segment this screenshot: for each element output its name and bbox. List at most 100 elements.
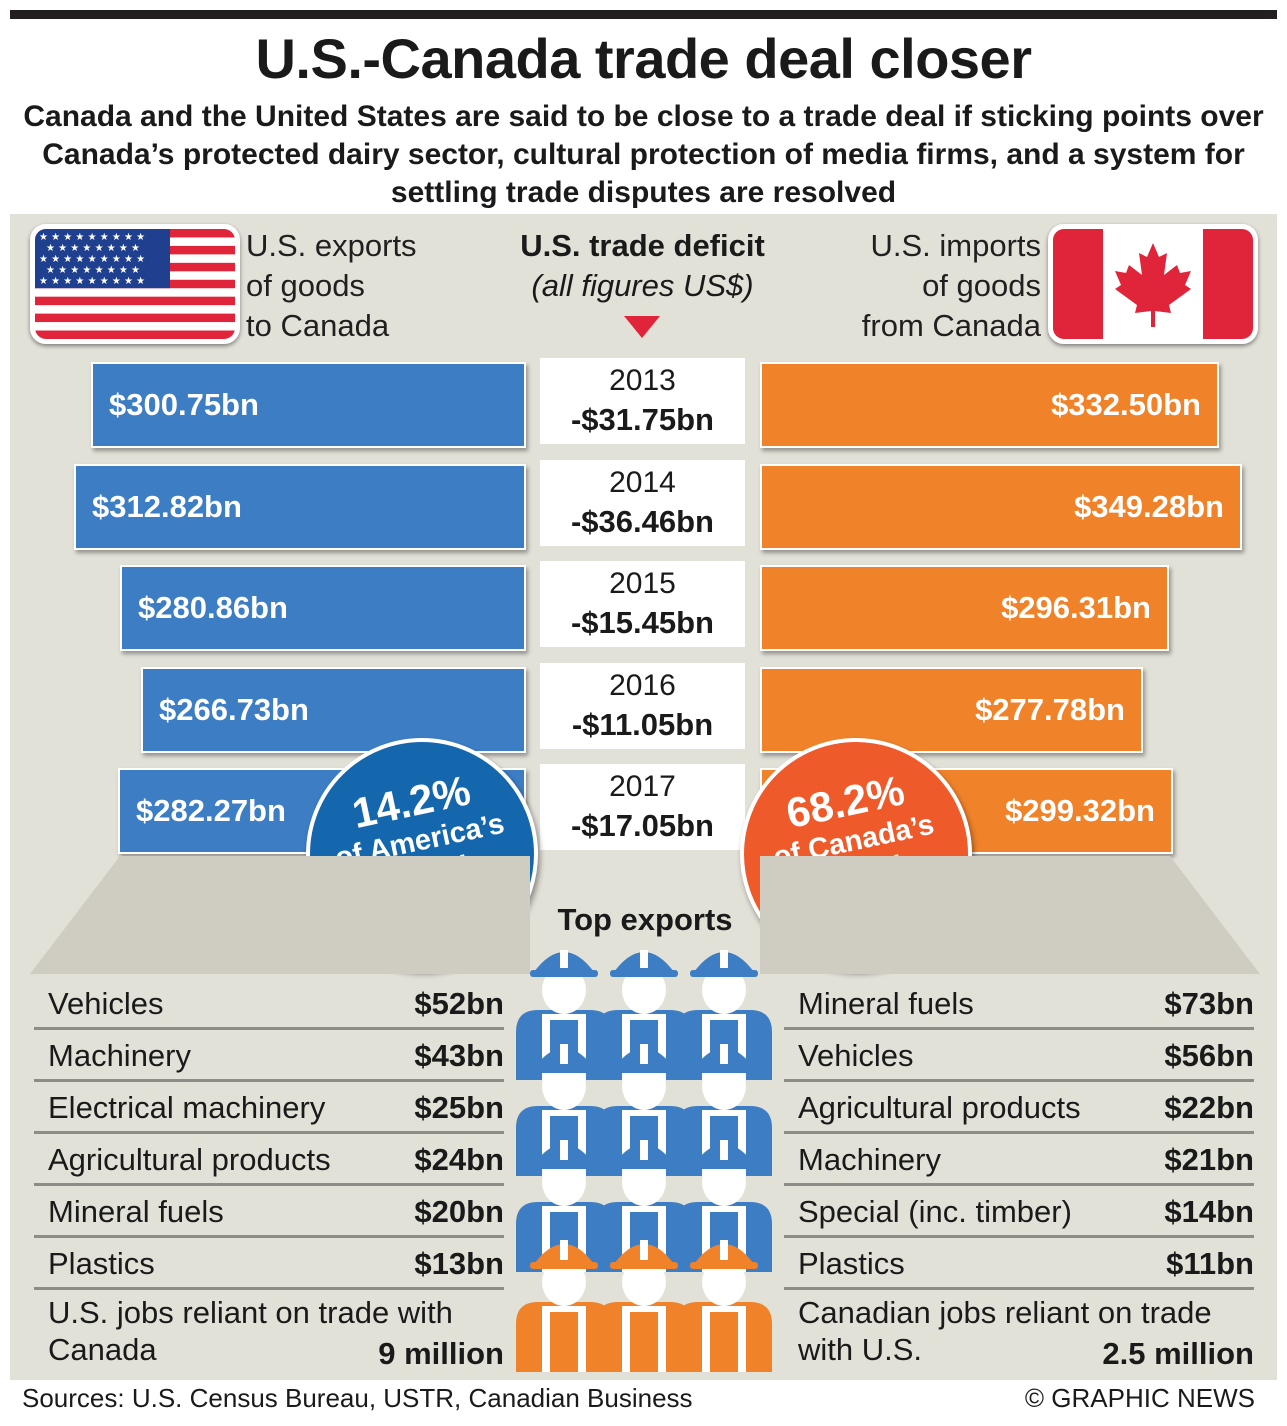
us-export-bar-label: $282.27bn <box>136 793 286 828</box>
infographic-title: U.S.-Canada trade deal closer <box>255 27 1032 90</box>
us-export-row: Electrical machinery $25bn <box>34 1082 504 1134</box>
us-export-row: Machinery $43bn <box>34 1030 504 1082</box>
deficit-value: -$15.45bn <box>570 605 714 640</box>
us-export-bar-label: $266.73bn <box>159 692 309 727</box>
us-export-value: $52bn <box>414 986 504 1021</box>
ca-jobs-text: Canadian jobs reliant on trade with U.S. <box>798 1295 1212 1367</box>
sources: Sources: U.S. Census Bureau, USTR, Canad… <box>22 1383 693 1413</box>
ca-export-value: $14bn <box>1164 1194 1254 1229</box>
deficit-title: U.S. trade deficit <box>520 228 765 263</box>
us-export-value: $24bn <box>414 1142 504 1177</box>
deficit-value: -$11.05bn <box>571 707 714 742</box>
hardhat-worker-icon <box>516 1240 612 1372</box>
us-export-row: Vehicles $52bn <box>34 978 504 1030</box>
year-label: 2017 <box>609 770 676 803</box>
us-export-value: $25bn <box>414 1090 504 1125</box>
ca-import-bar: $277.78bn <box>760 667 1143 753</box>
ca-export-row: Vehicles $56bn <box>784 1030 1254 1082</box>
infographic-subtitle: Canada and the United States are said to… <box>23 100 1264 209</box>
us-export-name: Machinery <box>48 1038 191 1073</box>
credit: © GRAPHIC NEWS <box>1024 1383 1255 1413</box>
us-exports-table: Vehicles $52bn Machinery $43bn Electrical ma… <box>34 978 504 1376</box>
us-export-bar-label: $280.86bn <box>138 590 288 625</box>
ca-import-bar-label: $299.32bn <box>1005 793 1155 828</box>
ca-import-bar: $349.28bn <box>760 464 1242 550</box>
deficit-header: U.S. trade deficit (all figures US$) <box>470 226 815 306</box>
ca-export-name: Plastics <box>798 1246 905 1281</box>
hardhat-worker-icon <box>676 1240 772 1372</box>
us-jobs-text: U.S. jobs reliant on trade with Canada <box>48 1295 453 1367</box>
deficit-year-cell: 2017 -$17.05bn <box>540 764 745 850</box>
svg-text:★ ★ ★ ★ ★ ★ ★ ★ ★: ★ ★ ★ ★ ★ ★ ★ ★ ★ <box>39 254 145 265</box>
us-export-bar: $266.73bn <box>141 667 526 753</box>
ca-import-bar: $332.50bn <box>760 362 1219 448</box>
ca-export-row: Mineral fuels $73bn <box>784 978 1254 1030</box>
us-export-bar: $300.75bn <box>91 362 526 448</box>
deficit-value: -$31.75bn <box>570 402 714 437</box>
ca-import-bar-label: $349.28bn <box>1074 489 1224 524</box>
top-rule <box>10 10 1277 19</box>
top-exports-label: Top exports <box>557 902 733 937</box>
ca-export-name: Machinery <box>798 1142 941 1177</box>
deficit-year-cell: 2015 -$15.45bn <box>540 561 745 647</box>
canada-flag-icon <box>1048 224 1258 344</box>
deficit-note: (all figures US$) <box>531 268 754 303</box>
ca-export-value: $22bn <box>1164 1090 1254 1125</box>
ca-import-bar-label: $332.50bn <box>1051 387 1201 422</box>
us-export-value: $20bn <box>414 1194 504 1229</box>
year-label: 2014 <box>609 466 676 499</box>
us-export-bar-label: $300.75bn <box>109 387 259 422</box>
down-triangle-icon <box>624 316 660 338</box>
us-exports-header: U.S. exports of goods to Canada <box>246 228 417 343</box>
svg-text:★ ★ ★ ★ ★ ★ ★ ★ ★: ★ ★ ★ ★ ★ ★ ★ ★ ★ <box>39 276 145 287</box>
deficit-value: -$36.46bn <box>570 504 714 539</box>
us-export-name: Electrical machinery <box>48 1090 326 1125</box>
ca-export-name: Mineral fuels <box>798 986 974 1021</box>
year-label: 2016 <box>609 669 676 702</box>
ca-export-row: Machinery $21bn <box>784 1134 1254 1186</box>
ca-import-bar: $296.31bn <box>760 565 1169 651</box>
ca-imports-header: U.S. imports of goods from Canada <box>861 228 1041 343</box>
us-export-row: Mineral fuels $20bn <box>34 1186 504 1238</box>
ca-export-value: $21bn <box>1164 1142 1254 1177</box>
ca-export-value: $11bn <box>1166 1246 1254 1281</box>
ca-export-value: $73bn <box>1164 986 1254 1021</box>
ca-connector <box>760 856 1260 974</box>
us-export-bar: $312.82bn <box>74 464 526 550</box>
us-export-name: Vehicles <box>48 986 164 1021</box>
ca-export-name: Agricultural products <box>798 1090 1081 1125</box>
ca-jobs-value: 2.5 million <box>1102 1336 1254 1371</box>
ca-import-bar-label: $296.31bn <box>1001 590 1151 625</box>
svg-text:★ ★ ★ ★ ★ ★ ★ ★ ★: ★ ★ ★ ★ ★ ★ ★ ★ ★ <box>39 232 145 243</box>
ca-exports-table: Mineral fuels $73bn Vehicles $56bn Agricultu… <box>784 978 1254 1376</box>
ca-export-name: Special (inc. timber) <box>798 1194 1072 1229</box>
ca-export-row: Agricultural products $22bn <box>784 1082 1254 1134</box>
deficit-year-cell: 2013 -$31.75bn <box>540 358 745 444</box>
year-label: 2015 <box>609 567 676 600</box>
us-jobs-value: 9 million <box>378 1336 504 1371</box>
us-export-bar-label: $312.82bn <box>92 489 242 524</box>
us-export-value: $43bn <box>414 1038 504 1073</box>
ca-export-row: Plastics $11bn <box>784 1238 1254 1290</box>
us-flag-icon: ★ ★ ★ ★ ★ ★ ★ ★ ★ ★ ★ ★ ★ ★ ★ ★ ★ ★ ★ ★ … <box>30 224 240 344</box>
us-export-row: Plastics $13bn <box>34 1238 504 1290</box>
us-export-name: Agricultural products <box>48 1142 331 1177</box>
ca-export-row: Special (inc. timber) $14bn <box>784 1186 1254 1238</box>
us-export-bar: $280.86bn <box>120 565 526 651</box>
ca-export-value: $56bn <box>1164 1038 1254 1073</box>
hardhat-worker-icon <box>596 1240 692 1372</box>
us-connector <box>30 856 530 974</box>
us-export-name: Plastics <box>48 1246 155 1281</box>
year-label: 2013 <box>609 364 676 397</box>
workers-illustration <box>516 950 772 1372</box>
svg-text:★ ★ ★ ★ ★ ★ ★ ★: ★ ★ ★ ★ ★ ★ ★ ★ <box>46 243 140 254</box>
us-export-row: Agricultural products $24bn <box>34 1134 504 1186</box>
us-jobs: U.S. jobs reliant on trade with Canada 9… <box>34 1290 504 1376</box>
ca-import-bar-label: $277.78bn <box>975 692 1125 727</box>
us-export-value: $13bn <box>414 1246 504 1281</box>
deficit-value: -$17.05bn <box>570 808 714 843</box>
ca-jobs: Canadian jobs reliant on trade with U.S.… <box>784 1290 1254 1376</box>
svg-text:★ ★ ★ ★ ★ ★ ★ ★: ★ ★ ★ ★ ★ ★ ★ ★ <box>46 265 140 276</box>
us-export-name: Mineral fuels <box>48 1194 224 1229</box>
deficit-year-cell: 2014 -$36.46bn <box>540 460 745 546</box>
